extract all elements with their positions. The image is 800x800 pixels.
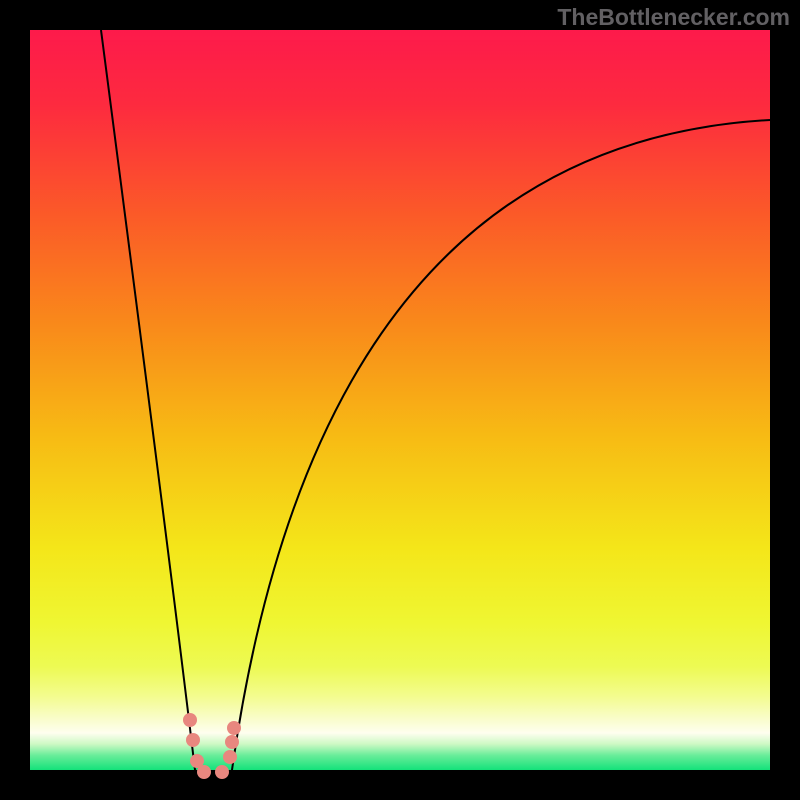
- data-marker: [227, 721, 241, 735]
- data-marker: [186, 733, 200, 747]
- bottleneck-chart: [0, 0, 800, 800]
- data-marker: [225, 735, 239, 749]
- plot-background: [30, 30, 770, 770]
- chart-container: TheBottlenecker.com: [0, 0, 800, 800]
- data-marker: [223, 750, 237, 764]
- attribution-link[interactable]: TheBottlenecker.com: [557, 4, 790, 31]
- data-marker: [197, 765, 211, 779]
- data-marker: [215, 765, 229, 779]
- data-marker: [183, 713, 197, 727]
